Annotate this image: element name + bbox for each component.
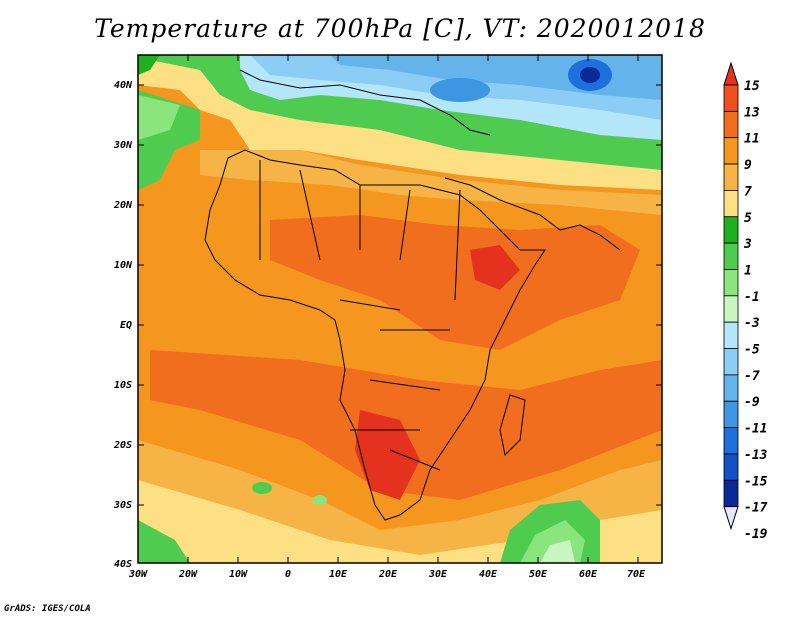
- colorbar-label: -9: [744, 395, 760, 410]
- colorbar-label: -3: [744, 316, 760, 331]
- colorbar-segment: [723, 269, 739, 297]
- lon-label-0: 0: [285, 569, 291, 580]
- colorbar-label: -13: [744, 448, 768, 463]
- lat-label-30s: 30S: [113, 500, 132, 511]
- colorbar-label: 11: [744, 132, 760, 147]
- lat-label-30n: 30N: [113, 140, 133, 151]
- colorbar-arrow-bottom: [723, 506, 739, 531]
- colorbar-segment: [723, 137, 739, 165]
- map-border: [137, 54, 663, 564]
- colorbar: 15 13 11 9 7 5 3 1 -1 -3 -5 -7 -9 -11 -13 -15 -17 -19: [723, 61, 768, 542]
- colorbar-label: 13: [744, 105, 760, 120]
- temperature-field: [138, 55, 662, 563]
- colorbar-segment: [723, 479, 739, 508]
- colorbar-segment: [723, 374, 739, 402]
- colorbar-label: -5: [744, 343, 760, 358]
- chart-title: Temperature at 700hPa [C], VT: 202001201…: [94, 14, 706, 43]
- lat-label-20n: 20N: [113, 200, 133, 211]
- lon-label-20w: 20W: [178, 569, 198, 580]
- lon-label-40e: 40E: [479, 569, 498, 580]
- latitude-axis: 40N 30N 20N 10N EQ 10S 20S 30S 40S: [113, 80, 662, 570]
- lon-label-10e: 10E: [329, 569, 348, 580]
- colorbar-segment: [723, 348, 739, 376]
- lat-label-20s: 20S: [113, 440, 132, 451]
- colorbar-label: -11: [744, 422, 767, 437]
- credit-text: GrADS: IGES/COLA: [4, 604, 91, 614]
- longitude-axis: 30W 20W 10W 0 10E 20E 30E 40E 50E 60E 70…: [128, 55, 646, 580]
- colorbar-label: -19: [744, 527, 768, 542]
- lon-label-10w: 10W: [229, 569, 248, 580]
- lon-label-20e: 20E: [378, 569, 398, 580]
- colorbar-label: 3: [743, 237, 752, 252]
- colorbar-segment: [723, 295, 739, 323]
- colorbar-label: -1: [744, 290, 760, 305]
- colorbar-segment: [723, 427, 739, 455]
- lat-label-10n: 10N: [114, 260, 133, 271]
- coastlines: [204, 69, 621, 521]
- colorbar-segment: [723, 453, 739, 481]
- colorbar-label: -7: [744, 369, 760, 384]
- colorbar-segment: [723, 190, 739, 218]
- colorbar-segment: [723, 321, 739, 349]
- colorbar-segment: [723, 216, 739, 244]
- lat-label-40s: 40S: [114, 559, 132, 570]
- lat-label-40n: 40N: [114, 80, 133, 91]
- lat-label-10s: 10S: [114, 380, 132, 391]
- colorbar-label: 1: [744, 263, 752, 278]
- colorbar-segment: [723, 110, 739, 139]
- lon-label-50e: 50E: [529, 569, 548, 580]
- lon-label-60e: 60E: [579, 569, 598, 580]
- lon-label-30w: 30W: [128, 569, 148, 580]
- colorbar-label: 9: [744, 158, 752, 173]
- lat-label-eq: EQ: [120, 320, 132, 331]
- lon-label-70e: 70E: [627, 569, 646, 580]
- colorbar-segment: [723, 163, 739, 191]
- colorbar-segment: [723, 400, 739, 428]
- colorbar-segment: [723, 242, 739, 270]
- colorbar-label: 15: [744, 79, 760, 94]
- colorbar-label: -15: [744, 474, 768, 489]
- lon-label-30e: 30E: [428, 569, 448, 580]
- colorbar-label: 7: [744, 184, 752, 199]
- colorbar-label: 5: [744, 211, 752, 226]
- colorbar-arrow-top: [723, 61, 739, 86]
- colorbar-segment: [723, 84, 739, 112]
- colorbar-label: -17: [744, 501, 768, 516]
